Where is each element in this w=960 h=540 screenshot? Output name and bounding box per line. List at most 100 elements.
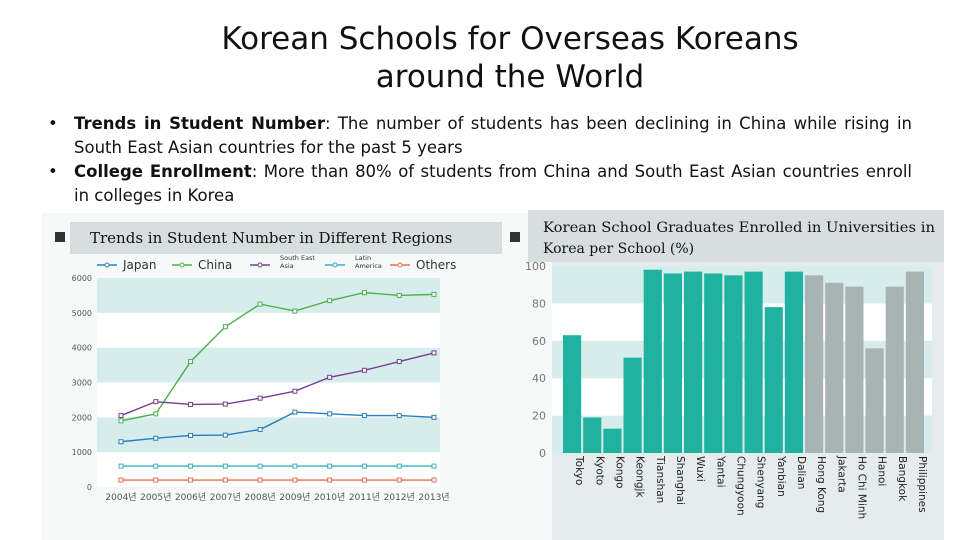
right-x-tick-label: Yanbian: [775, 455, 787, 497]
data-point: [396, 477, 402, 483]
right-y-tick-label: 20: [532, 410, 546, 423]
data-point: [327, 463, 333, 469]
left-y-tick-label: 2000: [72, 413, 92, 422]
right-y-tick-label: 40: [532, 372, 546, 385]
left-x-tick-label: 2007년: [210, 492, 241, 503]
data-point: [188, 477, 194, 483]
right-y-tick-label: 0: [539, 447, 546, 460]
series-line: [120, 411, 435, 443]
bar: [845, 286, 864, 453]
left-y-tick-label: 6000: [72, 274, 92, 283]
bar: [784, 271, 803, 453]
bar: [643, 269, 662, 453]
left-x-tick-label: 2009년: [279, 492, 310, 503]
left-x-tick-label: 2005년: [140, 492, 171, 503]
left-grid-band: [97, 417, 440, 453]
series-line: [120, 291, 435, 422]
data-point: [431, 350, 437, 356]
bar: [805, 275, 824, 453]
right-x-tick-label: Shanghai: [674, 456, 686, 505]
right-chart-title-line: Korean School Graduates Enrolled in Univ…: [543, 220, 935, 236]
bar: [865, 348, 884, 453]
data-point: [327, 411, 333, 417]
bullet-enrollment: • College Enrollment: More than 80% of s…: [48, 160, 912, 208]
data-point: [431, 414, 437, 420]
left-x-tick-label: 2008년: [245, 492, 276, 503]
bar: [825, 282, 844, 453]
bullet-dot-icon: •: [48, 114, 58, 133]
bar: [744, 271, 763, 453]
right-x-tick-label: Wuxi: [694, 456, 706, 482]
title-line-2: around the World: [375, 59, 645, 95]
data-point: [361, 290, 367, 296]
legend-label: Others: [416, 258, 456, 272]
data-point: [327, 298, 333, 304]
bar: [663, 273, 682, 453]
data-point: [118, 418, 124, 424]
left-title-box: [70, 222, 502, 254]
left-y-tick-label: 4000: [72, 344, 92, 353]
left-x-tick-label: 2011년: [349, 492, 380, 503]
left-y-tick-label: 0: [87, 483, 92, 492]
bullet-body: : The number of students has been declin…: [74, 114, 912, 157]
left-grid-band: [97, 312, 440, 348]
left-y-tick-label: 5000: [72, 309, 92, 318]
data-point: [222, 432, 228, 438]
data-point: [361, 477, 367, 483]
data-point: [361, 367, 367, 373]
data-point: [188, 401, 194, 407]
data-point: [396, 413, 402, 419]
data-point: [431, 477, 437, 483]
data-point: [188, 432, 194, 438]
data-point: [396, 292, 402, 298]
right-x-tick-label: Chungyoon: [734, 456, 746, 516]
left-chart-title: Trends in Student Number in Different Re…: [90, 229, 452, 247]
data-point: [153, 435, 159, 441]
data-point: [222, 324, 228, 330]
data-point: [257, 427, 263, 433]
left-x-tick-label: 2004년: [105, 492, 136, 503]
bar: [724, 275, 743, 453]
legend-marker: [179, 262, 185, 268]
right-x-tick-label: Hong Kong: [815, 456, 827, 513]
right-x-tick-label: Philippines: [916, 456, 928, 513]
data-point: [361, 413, 367, 419]
right-x-tick-label: Bangkok: [896, 456, 908, 502]
data-point: [292, 477, 298, 483]
data-point: [257, 301, 263, 307]
right-x-tick-label: Shenyang: [755, 456, 767, 508]
bar: [684, 271, 703, 453]
data-point: [222, 463, 228, 469]
left-x-tick-label: 2010년: [314, 492, 345, 503]
legend-marker: [257, 262, 263, 268]
left-grid-band: [97, 278, 440, 313]
data-point: [327, 374, 333, 380]
bar: [563, 335, 582, 453]
bullet-list: • Trends in Student Number: The number o…: [48, 112, 912, 208]
right-x-tick-label: Ho Chi Minh: [855, 456, 867, 519]
legend-marker: [332, 262, 338, 268]
data-point: [153, 477, 159, 483]
legend-marker: [397, 262, 403, 268]
right-x-tick-label: Yantai: [714, 455, 726, 488]
right-chart-title-line: Korea per School (%): [543, 241, 694, 257]
bar: [905, 271, 924, 453]
data-point: [292, 463, 298, 469]
left-x-tick-label: 2013년: [418, 492, 449, 503]
data-point: [431, 291, 437, 297]
bar: [764, 307, 783, 453]
data-point: [292, 308, 298, 314]
right-x-tick-label: Kongo: [613, 456, 625, 489]
bar: [885, 286, 904, 453]
right-x-tick-label: Dalian: [795, 456, 807, 489]
data-point: [257, 395, 263, 401]
data-point: [153, 399, 159, 405]
data-point: [431, 463, 437, 469]
legend-marker: [104, 262, 110, 268]
bullet-body: : More than 80% of students from China a…: [74, 162, 913, 205]
bar: [603, 428, 622, 453]
data-point: [222, 401, 228, 407]
right-chart-marker-icon: [510, 232, 520, 242]
left-grid-band: [97, 452, 440, 487]
